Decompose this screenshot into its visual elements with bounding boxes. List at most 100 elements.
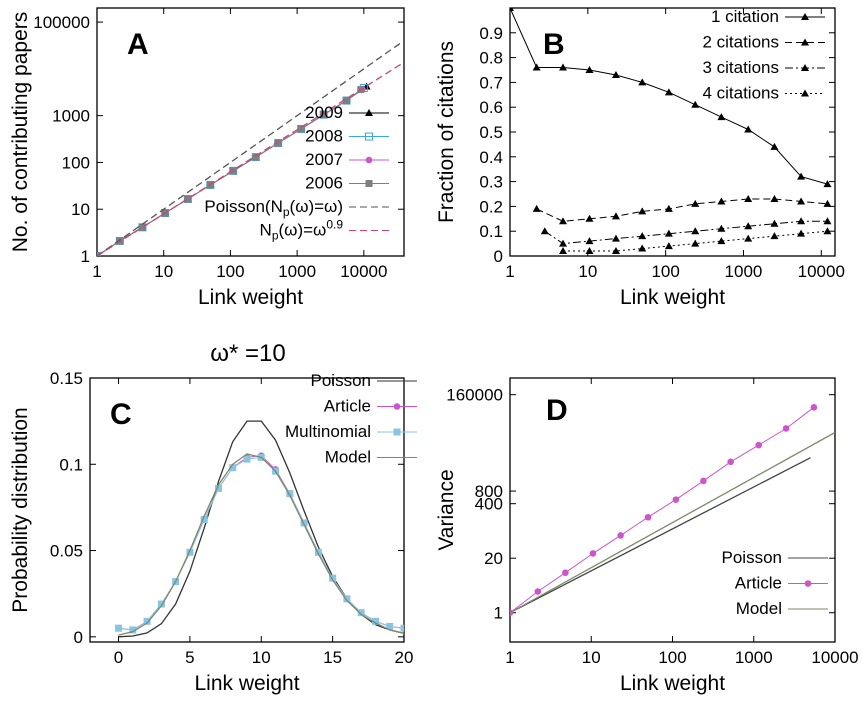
data-point	[357, 609, 365, 617]
data-point	[532, 63, 541, 71]
data-point	[770, 232, 779, 240]
y-tick-label: 1	[81, 247, 90, 266]
data-point	[727, 458, 734, 466]
data-point	[797, 172, 806, 180]
data-point	[770, 219, 779, 227]
y-tick-label: 800	[475, 482, 503, 501]
series-group	[97, 40, 404, 256]
data-point	[184, 195, 192, 203]
data-point	[540, 227, 549, 235]
legend-label: Model	[325, 448, 371, 467]
data-point	[559, 63, 568, 71]
data-point	[638, 232, 647, 240]
data-point	[532, 204, 541, 212]
legend: 1 citation 2 citations 3 citations 4 citati…	[702, 7, 825, 103]
legend-marker	[801, 13, 809, 20]
x-tick-label: 1	[92, 262, 101, 281]
y-tick-label: 0.8	[479, 49, 503, 68]
legend-marker	[365, 109, 373, 116]
series-group	[510, 403, 835, 617]
data-point	[562, 569, 569, 577]
legend: Poisson Article Model	[722, 548, 828, 618]
data-point	[717, 237, 726, 245]
data-point	[717, 113, 726, 121]
series-line	[97, 40, 404, 256]
y-axis-title: No. of contributing papers	[9, 12, 32, 252]
data-point	[797, 197, 806, 205]
data-point	[314, 548, 322, 556]
chart-title: ω* =10	[210, 340, 285, 367]
legend-marker	[393, 428, 401, 436]
legend-label: 2006	[305, 174, 343, 193]
x-tick-label: 10000	[811, 648, 858, 667]
data-point	[611, 247, 620, 255]
data-point	[823, 217, 832, 225]
y-tick-label: 160000	[446, 386, 503, 405]
series-line	[118, 453, 404, 636]
data-point	[559, 217, 568, 225]
x-tick-label: 10	[582, 648, 601, 667]
data-point	[129, 626, 137, 634]
data-point	[214, 484, 222, 492]
data-point	[252, 153, 260, 161]
data-point	[823, 180, 832, 188]
data-point	[559, 247, 568, 255]
x-tick-label: 10000	[340, 262, 387, 281]
x-tick-label: 10	[252, 648, 271, 667]
x-tick-label: 15	[323, 648, 342, 667]
data-point	[810, 403, 818, 411]
data-point	[611, 70, 620, 78]
y-tick-label: 0.5	[479, 123, 503, 142]
x-tick-label: 100	[658, 648, 686, 667]
data-point	[638, 244, 647, 252]
data-point	[664, 242, 673, 250]
data-point	[638, 78, 647, 86]
data-point	[286, 490, 294, 498]
y-tick-label: 10	[71, 200, 90, 219]
y-tick-label: 0.6	[479, 98, 503, 117]
data-point	[300, 519, 308, 527]
data-point	[115, 624, 123, 632]
y-tick-label: 100000	[33, 13, 90, 32]
data-point	[744, 234, 753, 242]
data-point	[343, 595, 351, 603]
data-point	[770, 142, 779, 150]
data-point	[617, 532, 624, 539]
legend-label: Np(ω)=ω0.9	[260, 218, 344, 243]
series-group	[115, 420, 404, 638]
legend-label: Article	[324, 397, 371, 416]
data-point	[717, 224, 726, 232]
y-tick-label: 0	[494, 247, 503, 266]
legend-marker	[801, 64, 809, 71]
x-axis-title: Link weight	[194, 672, 299, 695]
y-tick-label: 0.05	[50, 542, 83, 561]
data-point	[744, 194, 753, 202]
data-point	[559, 239, 568, 247]
data-point	[229, 464, 237, 472]
series-line	[563, 230, 828, 252]
x-tick-label: 100	[216, 262, 244, 281]
data-point	[691, 239, 700, 247]
x-tick-label: 10000	[798, 262, 845, 281]
legend-label: 2 citations	[702, 33, 779, 52]
x-axis-title: Link weight	[620, 286, 725, 309]
y-tick-label: 100	[62, 153, 90, 172]
data-point	[782, 425, 790, 432]
data-point	[138, 223, 146, 231]
legend: 2009 2008 2007 2006 Poisson(Np(ω)=ω)Np(ω)=ω0…	[204, 103, 389, 243]
panel-letter: D	[546, 394, 568, 427]
chart-panel-c: 0 5 10 15 20 0 0.05 0.1 0.15 Link weight Probabili…	[9, 340, 417, 695]
series-line	[544, 220, 828, 245]
legend-label: 2007	[305, 150, 343, 169]
x-tick-label: 100	[651, 262, 679, 281]
legend-marker	[801, 38, 809, 46]
x-tick-label: 1000	[725, 262, 763, 281]
data-point	[320, 111, 328, 119]
y-tick-label: 0.1	[59, 455, 83, 474]
x-tick-label: 1000	[278, 262, 316, 281]
series-line	[536, 198, 828, 222]
y-axis-title: Fraction of citations	[435, 41, 458, 223]
y-axis-title: Probability distribution	[9, 407, 32, 612]
legend-label: Poisson	[722, 548, 782, 567]
